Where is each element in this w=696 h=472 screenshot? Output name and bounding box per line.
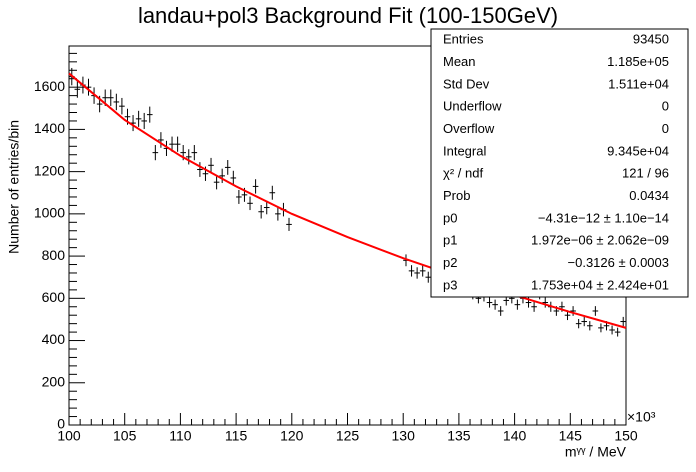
x-axis-label: mᵞᵞ / MeV [565,444,627,460]
x-exponent: ×10³ [627,409,656,425]
data-point [236,189,242,204]
stats-name: Mean [443,54,476,69]
data-point [247,196,253,211]
data-point [158,132,164,148]
y-tick-label: 1200 [34,162,65,178]
data-point [152,145,159,161]
stats-value: 0.0434 [629,188,669,203]
data-point [174,136,181,152]
stats-name: Integral [443,143,486,158]
x-tick-label: 145 [559,428,583,444]
data-point [191,145,198,161]
stats-value: 93450 [633,32,669,47]
data-point [586,321,593,331]
data-point [497,306,504,316]
data-point [197,162,203,177]
data-point [581,316,588,327]
stats-value: 1.972e−06 ± 2.062e−09 [531,233,669,248]
x-tick-label: 130 [392,428,416,444]
data-point [408,265,415,277]
x-tick-label: 110 [169,428,192,444]
data-point [230,170,237,186]
y-tick-label: 400 [42,331,66,347]
data-point [570,306,576,316]
y-tick-label: 200 [42,373,66,389]
data-point [609,325,615,335]
data-point [275,207,281,221]
stats-name: p1 [443,233,457,248]
data-point [486,297,493,308]
data-point [135,110,142,127]
data-point [425,271,432,283]
data-point [598,323,604,333]
data-point [263,200,270,215]
data-point [419,265,426,277]
data-point [141,112,147,129]
plot-area: 100 105 110 115 120 125 130 135 140 145 150 0 200 400… [34,52,638,444]
data-point [224,160,231,175]
stats-box: Entries 93450 Mean 1.185e+05 Std Dev 1.511e+0… [430,28,689,298]
data-point [614,327,621,337]
stats-name: Std Dev [443,76,490,91]
y-tick-label: 0 [57,416,65,432]
data-point [113,93,120,111]
x-tick-label: 105 [113,428,137,444]
x-tick-label: 100 [57,428,81,444]
stats-name: p2 [443,255,457,270]
data-point [258,204,264,219]
data-point [414,267,420,279]
y-tick-label: 800 [42,247,66,263]
stats-name: p0 [443,210,457,225]
data-point [74,80,81,98]
fit-curve [68,72,627,329]
data-point [213,175,220,190]
chart-title: landau+pol3 Background Fit (100-150GeV) [138,3,558,28]
x-tick-label: 135 [447,428,471,444]
stats-value: 1.511e+04 [608,76,669,91]
x-tick-label: 140 [503,428,527,444]
stats-value: 9.345e+04 [607,143,669,158]
stats-name: Prob [443,188,470,203]
data-point [252,179,259,194]
y-axis-label: Number of entries/bin [6,120,22,254]
data-point [219,168,225,184]
data-point [286,217,292,231]
stats-frame [430,28,689,298]
x-tick-label: 125 [336,428,360,444]
x-tick-label: 115 [225,428,248,444]
stats-name: Overflow [443,121,495,136]
y-tick-label: 1600 [34,78,65,94]
y-tick-label: 1400 [34,120,65,136]
stats-name: χ² / ndf [443,166,483,181]
data-point [514,299,521,310]
y-tick-label: 600 [42,289,66,305]
x-tick-label: 150 [614,428,638,444]
stats-name: Entries [443,32,484,47]
data-point [492,299,498,310]
stats-value: 0 [662,99,669,114]
data-point [620,316,627,327]
stats-name: p3 [443,277,457,292]
x-tick-label: 120 [280,428,304,444]
data-point [592,306,599,316]
data-point [531,301,537,312]
stats-value: 1.185e+05 [607,54,669,69]
data-point [269,185,276,200]
data-point [575,319,582,329]
y-tick-label: 1000 [34,205,65,221]
stats-value: 121 / 96 [622,166,669,181]
data-point [107,89,114,106]
stats-value: 1.753e+04 ± 2.424e+01 [531,277,669,292]
data-point [146,106,153,123]
data-point [119,97,125,115]
stats-value: −0.3126 ± 0.0003 [568,255,669,270]
stats-name: Underflow [443,99,502,114]
data-point [542,297,549,308]
stats-value: −4.31e−12 ± 1.10e−14 [538,210,669,225]
data-point [185,149,192,165]
data-point [208,157,214,173]
stats-value: 0 [662,121,669,136]
